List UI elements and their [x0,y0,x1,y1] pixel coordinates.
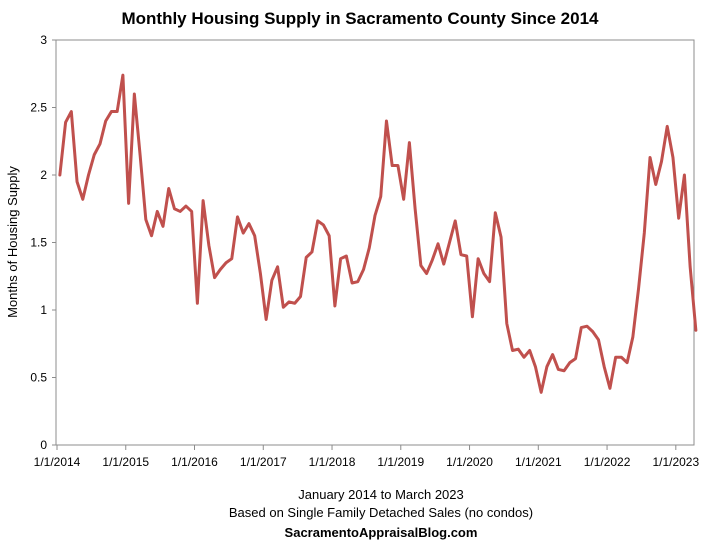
source-label: SacramentoAppraisalBlog.com [285,525,478,540]
y-axis-label: Months of Housing Supply [5,166,20,318]
plot-area [55,39,695,446]
x-tick-label: 1/1/2023 [652,455,699,469]
y-tick-label: 1.5 [30,236,47,250]
x-tick-label: 1/1/2016 [171,455,218,469]
x-tick-label: 1/1/2022 [584,455,631,469]
x-axis: 1/1/2014 1/1/2015 1/1/2016 1/1/2017 1/1/2018… [34,445,699,469]
x-tick-label: 1/1/2019 [377,455,424,469]
y-tick-label: 1 [40,303,47,317]
series-line [58,73,698,394]
chart-title: Monthly Housing Supply in Sacramento Cou… [121,9,599,28]
x-tick-label: 1/1/2017 [240,455,287,469]
x-tick-label: 1/1/2020 [446,455,493,469]
y-axis: 0 0.5 1 1.5 2 2.5 3 [30,33,56,452]
x-tick-label: 1/1/2015 [102,455,149,469]
x-tick-label: 1/1/2014 [34,455,81,469]
x-tick-label: 1/1/2021 [515,455,562,469]
x-tick-label: 1/1/2018 [309,455,356,469]
y-tick-label: 3 [40,33,47,47]
x-axis-label-line2: Based on Single Family Detached Sales (n… [229,505,533,520]
y-tick-label: 2 [40,168,47,182]
y-tick-label: 0 [40,438,47,452]
x-axis-label-line1: January 2014 to March 2023 [298,487,464,502]
y-tick-label: 0.5 [30,371,47,385]
y-tick-label: 2.5 [30,101,47,115]
